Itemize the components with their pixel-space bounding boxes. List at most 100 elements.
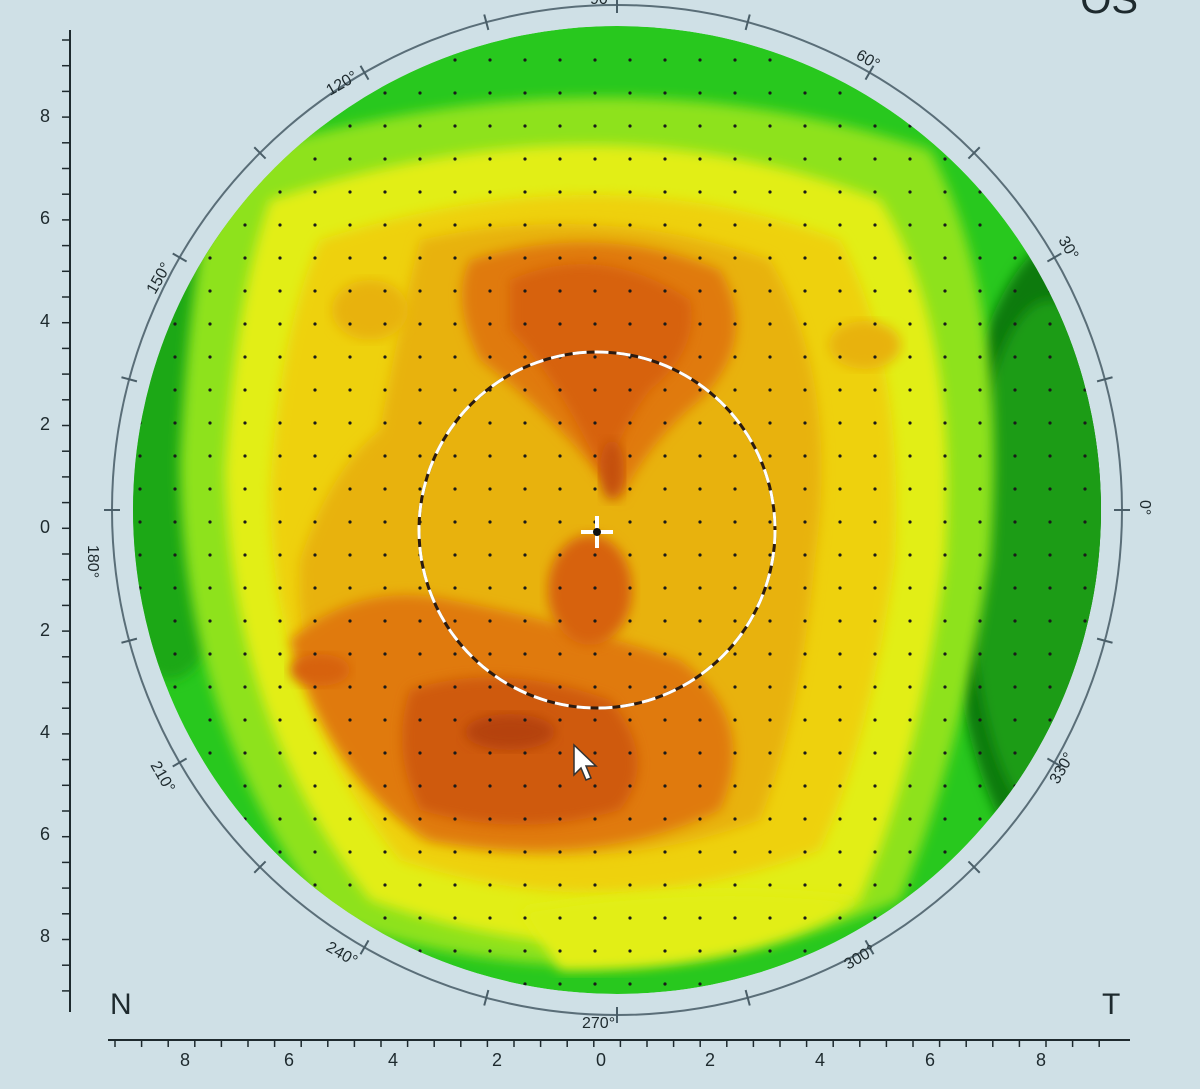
grid-dot [383,916,387,920]
grid-dot [663,949,667,953]
grid-dot [663,487,667,491]
grid-dot [1013,58,1017,62]
angle-label-60: 60° [853,47,882,74]
grid-dot [558,421,562,425]
grid-dot [978,289,982,293]
grid-dot [1048,751,1052,755]
grid-dot [558,223,562,227]
grid-dot [348,256,352,260]
grid-dot [873,751,877,755]
grid-dot [978,784,982,788]
grid-dot [1083,586,1087,590]
grid-dot [733,751,737,755]
grid-dot [838,256,842,260]
grid-dot [278,520,282,524]
grid-dot [138,124,142,128]
x-tick-label: 8 [180,1050,190,1070]
grid-dot [593,157,597,161]
grid-dot [663,652,667,656]
grid-dot [663,289,667,293]
grid-dot [208,949,212,953]
grid-dot [383,355,387,359]
grid-dot [418,157,422,161]
grid-dot [1083,157,1087,161]
grid-dot [208,916,212,920]
grid-dot [873,685,877,689]
grid-dot [523,454,527,458]
grid-dot [208,421,212,425]
grid-dot [803,982,807,986]
grid-dot [523,388,527,392]
grid-dot [768,850,772,854]
grid-dot [208,289,212,293]
grid-dot [908,817,912,821]
grid-dot [523,124,527,128]
grid-dot [1048,388,1052,392]
grid-dot [838,223,842,227]
grid-dot [1048,487,1052,491]
grid-dot [593,850,597,854]
eye-id-label: OS [1080,0,1138,22]
grid-dot [488,256,492,260]
grid-dot [628,520,632,524]
grid-dot [698,817,702,821]
grid-dot [138,256,142,260]
grid-dot [698,553,702,557]
grid-dot [838,91,842,95]
grid-dot [453,652,457,656]
grid-dot [313,322,317,326]
grid-dot [488,322,492,326]
grid-dot [488,487,492,491]
grid-dot [663,91,667,95]
grid-dot [803,355,807,359]
angle-label-330: 330° [1047,750,1078,787]
grid-dot [1083,388,1087,392]
grid-dot [208,784,212,788]
grid-dot [558,256,562,260]
grid-dot [978,553,982,557]
grid-dot [173,454,177,458]
grid-dot [243,190,247,194]
grid-dot [523,421,527,425]
grid-dot [278,751,282,755]
grid-dot [908,157,912,161]
grid-dot [278,652,282,656]
grid-dot [488,157,492,161]
grid-dot [733,718,737,722]
grid-dot [313,883,317,887]
grid-dot [628,685,632,689]
grid-dot [873,520,877,524]
grid-dot [838,949,842,953]
grid-dot [908,619,912,623]
grid-dot [768,751,772,755]
grid-dot [208,718,212,722]
grid-dot [453,949,457,953]
y-tick-label: 2 [40,620,50,640]
grid-dot [838,124,842,128]
grid-dot [1048,223,1052,227]
grid-dot [768,124,772,128]
grid-dot [873,124,877,128]
grid-dot [313,355,317,359]
grid-dot [1083,190,1087,194]
angle-label-300: 300° [842,942,879,973]
grid-dot [523,190,527,194]
grid-dot [1048,553,1052,557]
grid-dot [628,256,632,260]
grid-dot [838,388,842,392]
grid-dot [243,883,247,887]
grid-dot [943,685,947,689]
grid-dot [628,883,632,887]
grid-dot [173,949,177,953]
grid-dot [173,982,177,986]
grid-dot [278,223,282,227]
grid-dot [663,124,667,128]
grid-dot [873,817,877,821]
grid-dot [803,652,807,656]
grid-dot [453,817,457,821]
grid-dot [278,124,282,128]
grid-dot [418,817,422,821]
grid-dot [908,718,912,722]
grid-dot [418,718,422,722]
grid-dot [523,817,527,821]
